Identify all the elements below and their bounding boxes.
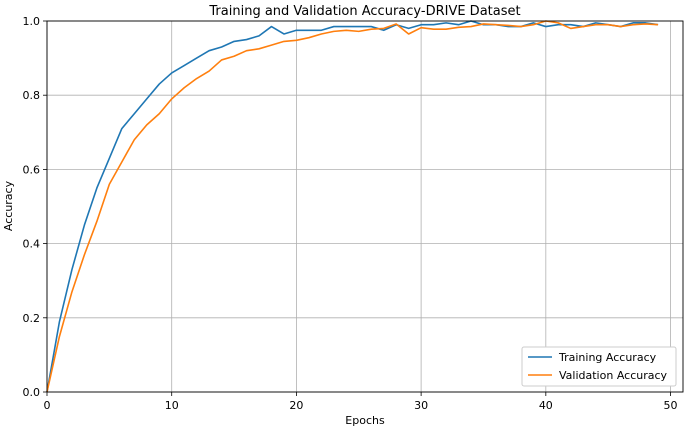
x-tick-label: 10 (165, 399, 179, 412)
x-tick-label: 30 (414, 399, 428, 412)
y-tick-label: 0.4 (23, 238, 41, 251)
series-line-training (46, 20, 659, 393)
legend-box (521, 346, 677, 387)
chart-title: Training and Validation Accuracy-DRIVE D… (208, 4, 520, 19)
y-tick-label: 0.0 (23, 386, 41, 399)
legend-label-validation: Validation Accuracy (559, 369, 668, 382)
x-axis: 0 10 20 30 40 50 (44, 392, 678, 412)
x-tick-label: 20 (289, 399, 303, 412)
plot-frame (46, 20, 684, 393)
y-tick-label: 0.6 (23, 163, 41, 176)
x-axis-label: Epochs (345, 414, 385, 427)
legend-label-training: Training Accuracy (558, 351, 657, 364)
y-tick-label: 0.2 (23, 312, 41, 325)
y-tick-label: 0.8 (23, 89, 41, 102)
y-axis: 0.0 0.2 0.4 0.6 0.8 1.0 (23, 15, 47, 399)
x-tick-label: 0 (44, 399, 51, 412)
x-tick-label: 40 (539, 399, 553, 412)
legend: Training Accuracy Validation Accuracy (521, 346, 677, 387)
grid (46, 20, 683, 393)
series-lines (46, 20, 659, 393)
x-tick-label: 50 (664, 399, 678, 412)
series-line-validation (46, 20, 659, 393)
y-axis-label: Accuracy (2, 180, 15, 231)
y-tick-label: 1.0 (23, 15, 41, 28)
